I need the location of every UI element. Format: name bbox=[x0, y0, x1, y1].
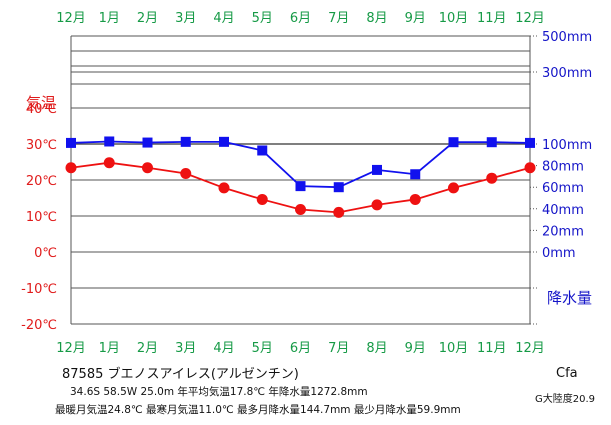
station-stats-line2: 最暖月気温24.8℃ 最寒月気温11.0℃ 最多月降水量144.7mm 最少月降… bbox=[55, 404, 461, 416]
month-label-bottom: 6月 bbox=[290, 341, 311, 356]
month-label-top: 6月 bbox=[290, 11, 311, 26]
temperature-point bbox=[65, 162, 77, 174]
temp-tick-label: 30℃ bbox=[26, 138, 57, 153]
month-label-bottom: 8月 bbox=[366, 341, 387, 356]
month-label-top: 4月 bbox=[213, 11, 234, 26]
chart-grid bbox=[70, 35, 538, 325]
top-month-labels: 12月 1月 2月 3月 4月 5月 6月 7月 8月 9月 10月 11月 12月 bbox=[56, 11, 545, 26]
temp-tick-label: 0℃ bbox=[34, 246, 57, 261]
temperature-point bbox=[486, 172, 498, 184]
temp-tick-label: -10℃ bbox=[21, 282, 57, 297]
month-label-top: 2月 bbox=[137, 11, 158, 26]
station-name: 87585 ブエノスアイレス(アルゼンチン) bbox=[62, 367, 299, 382]
temp-tick-label: 10℃ bbox=[26, 210, 57, 225]
month-label-bottom: 4月 bbox=[213, 341, 234, 356]
month-label-bottom: 3月 bbox=[175, 341, 196, 356]
temperature-point bbox=[295, 204, 306, 216]
precipitation-point bbox=[525, 137, 535, 148]
temperature-point bbox=[218, 182, 230, 194]
temp-tick-label: -20℃ bbox=[21, 318, 57, 333]
precipitation-axis-title: 降水量 bbox=[547, 289, 592, 307]
month-label-top: 5月 bbox=[252, 11, 273, 26]
precip-tick-label: 100mm bbox=[542, 138, 592, 153]
temp-tick-label: 20℃ bbox=[26, 174, 57, 189]
precip-tick-label: 500mm bbox=[542, 30, 592, 45]
temperature-point bbox=[524, 162, 536, 174]
precip-tick-label: 20mm bbox=[542, 224, 584, 239]
precip-tick-label: 300mm bbox=[542, 66, 592, 81]
temperature-point bbox=[142, 162, 153, 174]
month-label-bottom: 5月 bbox=[252, 341, 273, 356]
temperature-axis-title: 気温 bbox=[26, 94, 56, 112]
month-label-top: 12月 bbox=[515, 11, 545, 26]
chart-series bbox=[65, 136, 536, 218]
month-label-top: 1月 bbox=[99, 11, 120, 26]
precipitation-point bbox=[257, 145, 268, 156]
precipitation-point bbox=[219, 136, 229, 147]
temperature-point bbox=[448, 182, 459, 194]
precip-tick-label: 60mm bbox=[542, 181, 584, 196]
month-label-top: 12月 bbox=[56, 11, 86, 26]
temperature-point bbox=[333, 206, 345, 218]
precipitation-point bbox=[410, 169, 421, 180]
precipitation-tick-labels: 500mm 300mm 100mm 80mm 60mm 40mm 20mm 0mm bbox=[542, 30, 592, 261]
month-label-bottom: 2月 bbox=[137, 341, 158, 356]
month-label-bottom: 10月 bbox=[439, 341, 469, 356]
month-label-bottom: 12月 bbox=[515, 341, 545, 356]
precipitation-point bbox=[66, 137, 76, 148]
precipitation-point bbox=[372, 164, 382, 175]
month-label-bottom: 12月 bbox=[56, 341, 86, 356]
month-label-top: 7月 bbox=[328, 11, 349, 26]
month-label-top: 10月 bbox=[439, 11, 469, 26]
temperature-point bbox=[371, 199, 383, 211]
month-label-bottom: 7月 bbox=[328, 341, 349, 356]
precipitation-point bbox=[448, 137, 459, 148]
month-label-top: 11月 bbox=[477, 11, 507, 26]
temperature-point bbox=[256, 193, 268, 205]
precip-tick-label: 0mm bbox=[542, 246, 576, 261]
precipitation-point bbox=[104, 136, 115, 147]
climate-chart: 12月 1月 2月 3月 4月 5月 6月 7月 8月 9月 10月 11月 12月 12月 1月 2月 3月… bbox=[21, 11, 592, 356]
precip-tick-label: 40mm bbox=[542, 203, 584, 218]
precipitation-point bbox=[180, 136, 191, 147]
precipitation-point bbox=[486, 137, 497, 148]
temperature-point bbox=[103, 157, 115, 169]
station-stats-line1: 34.6S 58.5W 25.0m 年平均気温17.8℃ 年降水量1272.8m… bbox=[70, 386, 368, 398]
month-label-bottom: 11月 bbox=[477, 341, 507, 356]
month-label-top: 8月 bbox=[366, 11, 387, 26]
month-label-bottom: 1月 bbox=[99, 341, 120, 356]
month-label-bottom: 9月 bbox=[405, 341, 426, 356]
temperature-point bbox=[409, 193, 421, 205]
month-label-top: 9月 bbox=[405, 11, 426, 26]
precipitation-point bbox=[142, 137, 153, 148]
month-label-top: 3月 bbox=[175, 11, 196, 26]
bottom-month-labels: 12月 1月 2月 3月 4月 5月 6月 7月 8月 9月 10月 11月 12月 bbox=[56, 341, 545, 356]
temperature-point bbox=[180, 168, 192, 180]
climate-class: Cfa bbox=[556, 366, 578, 381]
precip-tick-label: 80mm bbox=[542, 160, 584, 175]
precipitation-point bbox=[295, 181, 306, 192]
temp-tick-label: 40℃ bbox=[26, 102, 57, 117]
continentality-index: G大陸度20.9 bbox=[535, 394, 596, 405]
temperature-tick-labels: 40℃ 30℃ 20℃ 10℃ 0℃ -10℃ -20℃ bbox=[21, 102, 57, 333]
precipitation-point bbox=[333, 182, 344, 193]
